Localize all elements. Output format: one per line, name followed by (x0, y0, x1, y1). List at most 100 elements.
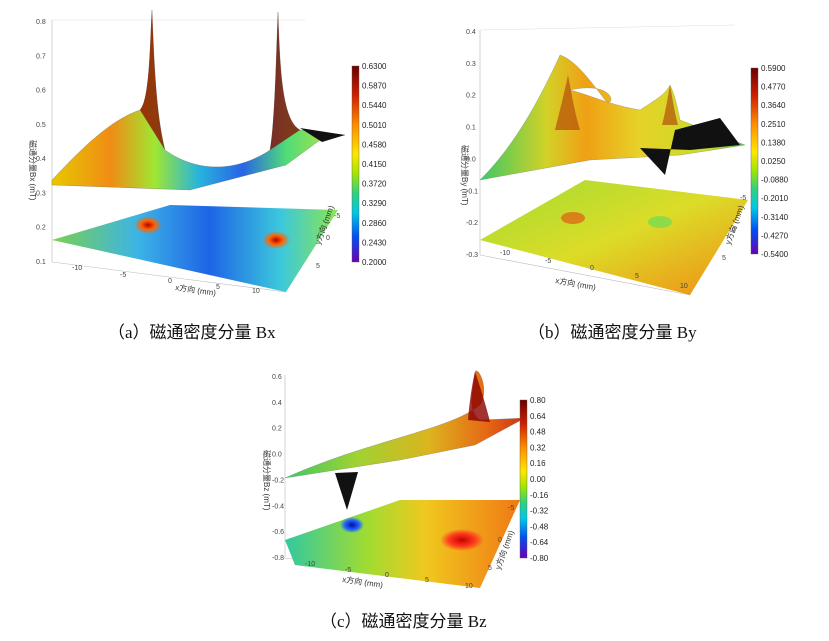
bx-surface-dark-edge (300, 128, 345, 142)
caption-c: （c）磁通密度分量 Bz (320, 612, 487, 631)
colorbar-tick-label: 0.5010 (362, 121, 387, 130)
colorbar-tick-label: 0.3720 (362, 180, 387, 189)
z-tick-label: 0.3 (466, 61, 476, 68)
by-zlabel: 磁通分量By (mT) (460, 145, 470, 206)
by-colorbar (750, 67, 759, 255)
z-tick-label: 0.4 (272, 400, 282, 407)
x-tick-label: 0 (590, 265, 594, 272)
by-floor-spot-left (561, 212, 585, 224)
colorbar-tick-label: -0.64 (530, 538, 549, 547)
x-tick-label: 5 (425, 577, 429, 584)
colorbar-tick-label: 0.4770 (761, 83, 786, 92)
z-tick-label: 0.2 (466, 93, 476, 100)
x-tick-label: 10 (465, 583, 473, 590)
colorbar-tick-label: -0.5400 (761, 250, 789, 259)
bz-zlabel: 磁通分量Bz (mT) (262, 450, 272, 511)
z-tick-label: -0.2 (272, 477, 284, 484)
by-surface (479, 54, 746, 181)
x-tick-label: -5 (120, 272, 126, 279)
bx-floor-contour (52, 205, 338, 292)
bx-xlabel: x方向 (mm) (175, 282, 217, 298)
y-tick-label: -5 (740, 195, 746, 202)
bz-floor-spot-blue (340, 517, 364, 533)
colorbar-tick-label: 0.2430 (362, 238, 387, 247)
z-tick-label: 0.0 (466, 156, 476, 163)
bx-surface (51, 9, 346, 191)
chart-bz-svg: 0.800.640.480.320.160.00-0.16-0.32-0.48-… (262, 370, 549, 590)
colorbar-tick-label: 0.1380 (761, 138, 786, 147)
colorbar-tick-label: 0.2860 (362, 219, 387, 228)
y-tick-label: -5 (334, 213, 340, 220)
y-tick-label: 0 (498, 537, 502, 544)
colorbar-tick-label: 0.2510 (761, 120, 786, 129)
colorbar-tick-label: 0.6300 (362, 62, 387, 71)
x-tick-label: -10 (305, 561, 315, 568)
colorbar-tick-label: -0.3140 (761, 213, 789, 222)
x-tick-label: 0 (385, 572, 389, 579)
colorbar-tick-label: 0.0250 (761, 157, 786, 166)
x-tick-label: 10 (252, 288, 260, 295)
colorbar-tick-label: 0.5900 (761, 64, 786, 73)
z-tick-label: 0.4 (466, 29, 476, 36)
bx-floor-hotspot-left (134, 216, 162, 234)
x-tick-label: -10 (500, 250, 510, 257)
z-tick-label: -0.4 (272, 503, 284, 510)
by-colorbar-ticks: 0.5900 0.4770 0.3640 0.2510 0.1380 0.0250 -0.0… (761, 64, 789, 259)
colorbar-tick-label: 0.3290 (362, 199, 387, 208)
x-tick-label: 0 (168, 278, 172, 285)
colorbar-tick-label: -0.32 (530, 507, 549, 516)
z-tick-label: 0.1 (36, 259, 46, 266)
colorbar-tick-label: -0.48 (530, 522, 549, 531)
colorbar-tick-label: 0.32 (530, 443, 546, 452)
y-tick-label: 0 (326, 235, 330, 242)
y-tick-label: 5 (722, 255, 726, 262)
bz-surface (284, 370, 526, 479)
z-tick-label: 0.2 (272, 426, 282, 433)
x-tick-label: -10 (72, 265, 82, 272)
bx-colorbar (351, 65, 360, 263)
colorbar-tick-label: -0.0880 (761, 176, 789, 185)
by-floor-spot-right (648, 216, 672, 228)
z-tick-label: 0.7 (36, 53, 46, 60)
by-floor-contour (480, 180, 748, 295)
bz-floor-spot-red (440, 529, 484, 551)
colorbar-tick-label: 0.00 (530, 475, 546, 484)
colorbar-tick-label: -0.16 (530, 491, 549, 500)
x-tick-label: -5 (345, 567, 351, 574)
z-tick-label: -0.2 (466, 220, 478, 227)
z-tick-label: 0.8 (36, 19, 46, 26)
z-tick-label: -0.3 (466, 252, 478, 259)
chart-bx-svg: 0.63000.58700.54400.50100.45800.41500.37… (28, 9, 387, 298)
bx-colorbar-ticks: 0.6300 0.5870 0.5440 0.5010 0.4580 0.4150 0.37… (362, 62, 387, 267)
z-tick-label: 0.6 (272, 374, 282, 381)
colorbar-tick-label: 0.64 (530, 412, 546, 421)
colorbar-tick-label: -0.4270 (761, 231, 789, 240)
z-tick-label: -0.1 (466, 188, 478, 195)
colorbar-tick-label: 0.5870 (362, 82, 387, 91)
bz-surface-dark-dip (335, 472, 358, 510)
z-tick-label: 0.4 (36, 156, 46, 163)
z-tick-label: 0.2 (36, 225, 46, 232)
colorbar-tick-label: 0.2000 (362, 258, 387, 267)
y-tick-label: 5 (488, 565, 492, 572)
by-xlabel: x方向 (mm) (555, 275, 597, 292)
by-surface-dark-edge (640, 118, 740, 175)
z-tick-label: 0.5 (36, 122, 46, 129)
chart-by-svg: 0.59000.47700.36400.25100.13800.0250-0.0… (460, 24, 789, 296)
caption-b: （b）磁通密度分量 By (528, 323, 697, 342)
colorbar-tick-label: 0.16 (530, 459, 546, 468)
y-tick-label: 0 (732, 227, 736, 234)
caption-a: （a）磁通密度分量 Bx (108, 323, 276, 342)
x-tick-label: 5 (635, 273, 639, 280)
colorbar-tick-label: 0.80 (530, 396, 546, 405)
chart-by-panel: 0.5900 0.4770 0.3640 0.2510 0.1380 0.0250 -0.0… (440, 0, 829, 300)
colorbar-tick-label: 0.48 (530, 428, 546, 437)
bx-zlabel: 磁通分量Bx (mT) (28, 140, 38, 201)
bz-floor-contour (285, 500, 520, 588)
bz-xlabel: x方向 (mm) (342, 574, 384, 590)
z-tick-label: 0.0 (272, 452, 282, 459)
z-tick-label: 0.3 (36, 190, 46, 197)
bx-floor-hotspot-right (262, 231, 290, 249)
z-tick-label: 0.6 (36, 88, 46, 95)
chart-bz-panel: 0.80 0.64 0.48 0.32 0.16 0.00 -0.16 -0.32 -0.48-… (250, 360, 580, 600)
